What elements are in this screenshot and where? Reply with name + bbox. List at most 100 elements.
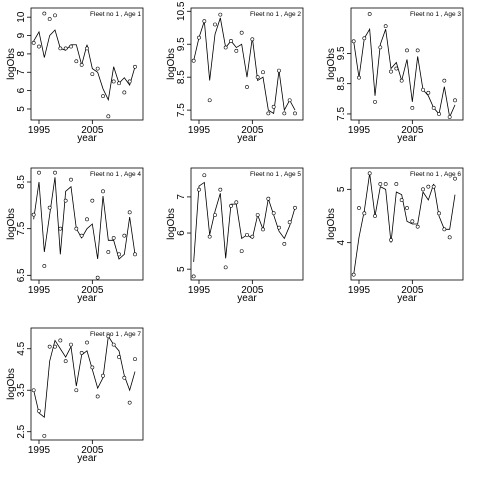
data-point: [218, 12, 223, 17]
series-line: [193, 181, 296, 262]
data-point: [410, 105, 415, 110]
data-point: [453, 98, 457, 103]
data-point: [351, 272, 356, 277]
y-tick-label: 7.5: [16, 221, 27, 235]
plot-frame: [30, 7, 144, 121]
data-point: [239, 30, 244, 35]
data-point: [437, 211, 441, 216]
panel-title: Fleet no 1 , Age 2: [250, 11, 301, 18]
data-point: [426, 184, 431, 189]
data-point: [117, 355, 121, 359]
data-point: [58, 46, 63, 51]
chart-panel: Fleet no 1 , Age 1 1995 2005 5 6 7 8 9 10 year log…: [6, 7, 144, 144]
data-point: [213, 213, 217, 217]
x-axis-title: year: [397, 293, 417, 304]
data-point: [255, 75, 260, 80]
y-axis-title: logObs: [166, 48, 177, 80]
y-tick-label: 6.5: [16, 268, 27, 282]
data-point: [202, 173, 207, 178]
y-tick-label: 8.5: [16, 175, 27, 189]
data-point: [431, 184, 436, 189]
data-point: [245, 232, 249, 237]
data-point: [389, 238, 393, 242]
data-point: [31, 212, 36, 217]
series-line: [353, 27, 456, 119]
x-tick-label: 1995: [188, 125, 211, 136]
data-point: [373, 214, 377, 218]
data-point: [53, 170, 57, 175]
data-point: [127, 210, 132, 215]
x-tick-label: 1995: [28, 125, 51, 136]
y-tick-label: 5: [176, 266, 187, 272]
series-line: [353, 173, 456, 275]
data-point: [351, 39, 356, 44]
data-point: [37, 170, 41, 175]
data-point: [437, 112, 441, 116]
y-axis-title: logObs: [166, 208, 177, 240]
data-point: [405, 206, 409, 210]
x-tick-label: 1995: [348, 125, 371, 136]
data-point: [42, 264, 47, 268]
data-point: [42, 433, 47, 438]
data-point: [293, 111, 297, 116]
chart-panel: Fleet no 1 , Age 7 1995 2005 2.5 3.5 4.5 year l…: [6, 327, 144, 464]
data-point: [367, 12, 372, 16]
data-point: [234, 200, 239, 205]
chart-panel: Fleet no 1 , Age 5 1995 2005 5 6 7 year logObs: [166, 167, 304, 304]
data-point: [234, 48, 239, 53]
data-point: [133, 252, 137, 257]
data-point: [37, 44, 41, 49]
y-tick-label: 10: [16, 11, 27, 23]
data-point: [357, 206, 361, 210]
data-point: [447, 235, 452, 240]
data-point: [69, 342, 73, 347]
panel-title: Fleet no 1 , Age 1: [90, 11, 141, 18]
data-point: [31, 388, 36, 393]
data-point: [47, 344, 52, 349]
data-point: [250, 234, 255, 239]
data-point: [31, 40, 36, 45]
data-point: [405, 48, 409, 53]
data-point: [394, 66, 399, 71]
data-point: [378, 45, 383, 50]
data-point: [394, 182, 399, 186]
data-point: [122, 233, 127, 238]
data-point: [127, 79, 132, 84]
chart-panel: Fleet no 1 , Age 4 1995 2005 6.5 7.5 8.5 year l…: [6, 167, 144, 304]
data-point: [47, 205, 52, 210]
data-point: [74, 388, 79, 393]
y-tick-label: 6: [16, 87, 27, 93]
y-tick-label: 4: [336, 239, 347, 245]
data-point: [266, 111, 271, 116]
data-point: [117, 81, 121, 86]
data-point: [250, 37, 255, 42]
x-axis-title: year: [77, 453, 97, 464]
data-point: [95, 394, 100, 399]
x-axis-title: year: [397, 133, 417, 144]
x-tick-label: 1995: [28, 285, 51, 296]
x-axis-title: year: [237, 133, 257, 144]
data-point: [53, 344, 57, 349]
data-point: [101, 94, 105, 99]
data-point: [106, 114, 111, 119]
data-point: [399, 198, 404, 202]
data-point: [63, 46, 68, 51]
data-point: [271, 211, 276, 216]
y-tick-label: 10.5: [176, 1, 187, 21]
y-tick-label: 3.5: [16, 383, 27, 397]
data-point: [106, 250, 111, 254]
data-point: [266, 196, 271, 201]
data-point: [389, 69, 393, 74]
data-point: [69, 177, 73, 182]
data-point: [447, 115, 452, 119]
data-point: [367, 171, 372, 176]
data-point: [213, 22, 217, 27]
data-point: [362, 211, 367, 216]
data-point: [442, 227, 447, 232]
plot-frame: [190, 167, 304, 281]
panel-title: Fleet no 1 , Age 5: [250, 171, 301, 178]
data-point: [277, 68, 281, 73]
data-point: [122, 375, 127, 380]
x-tick-label: 2005: [81, 125, 104, 136]
panel-title: Fleet no 1 , Age 6: [410, 171, 461, 178]
